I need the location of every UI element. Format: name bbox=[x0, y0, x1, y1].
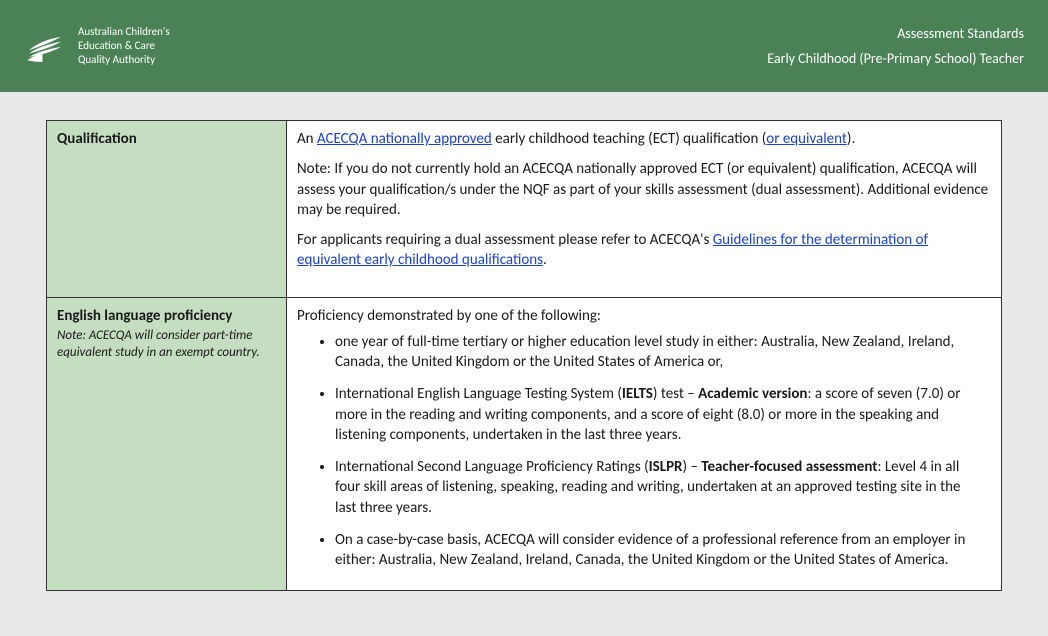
page-header: Australian Children's Education & Care Q… bbox=[0, 0, 1048, 92]
content-area: Qualification An ACECQA nationally appro… bbox=[0, 92, 1048, 591]
header-titles: Assessment Standards Early Childhood (Pr… bbox=[767, 21, 1024, 71]
english-bullet-3: International Second Language Proficienc… bbox=[335, 457, 991, 518]
qualification-p2: Note: If you do not currently hold an AC… bbox=[297, 159, 991, 220]
row-qualification: Qualification An ACECQA nationally appro… bbox=[47, 121, 1002, 298]
row-english: English language proficiency Note: ACECQ… bbox=[47, 297, 1002, 591]
qualification-content-cell: An ACECQA nationally approved early chil… bbox=[287, 121, 1002, 298]
header-title-1: Assessment Standards bbox=[767, 21, 1024, 46]
org-line1: Australian Children's bbox=[78, 25, 170, 39]
english-label: English language proficiency bbox=[57, 306, 276, 326]
link-or-equivalent[interactable]: or equivalent bbox=[766, 130, 847, 148]
english-bullet-2: International English Language Testing S… bbox=[335, 384, 991, 445]
english-note: Note: ACECQA will consider part-time equ… bbox=[57, 328, 276, 362]
english-intro: Proficiency demonstrated by one of the f… bbox=[297, 306, 991, 326]
link-nationally-approved[interactable]: ACECQA nationally approved bbox=[317, 130, 492, 148]
english-bullets: one year of full-time tertiary or higher… bbox=[335, 332, 991, 571]
english-label-cell: English language proficiency Note: ACECQ… bbox=[47, 297, 287, 591]
english-bullet-4: On a case-by-case basis, ACECQA will con… bbox=[335, 530, 991, 571]
standards-table: Qualification An ACECQA nationally appro… bbox=[46, 120, 1002, 591]
org-line2: Education & Care bbox=[78, 39, 170, 53]
org-line3: Quality Authority bbox=[78, 53, 170, 67]
logo-block: Australian Children's Education & Care Q… bbox=[24, 25, 170, 68]
english-bullet-1: one year of full-time tertiary or higher… bbox=[335, 332, 991, 373]
qualification-p1: An ACECQA nationally approved early chil… bbox=[297, 129, 991, 149]
header-title-2: Early Childhood (Pre-Primary School) Tea… bbox=[767, 46, 1024, 71]
qualification-p3: For applicants requiring a dual assessme… bbox=[297, 230, 991, 271]
qualification-label-cell: Qualification bbox=[47, 121, 287, 298]
qualification-label: Qualification bbox=[57, 129, 276, 149]
logo-text: Australian Children's Education & Care Q… bbox=[78, 25, 170, 68]
english-content-cell: Proficiency demonstrated by one of the f… bbox=[287, 297, 1002, 591]
acecqa-logo-icon bbox=[24, 25, 66, 67]
